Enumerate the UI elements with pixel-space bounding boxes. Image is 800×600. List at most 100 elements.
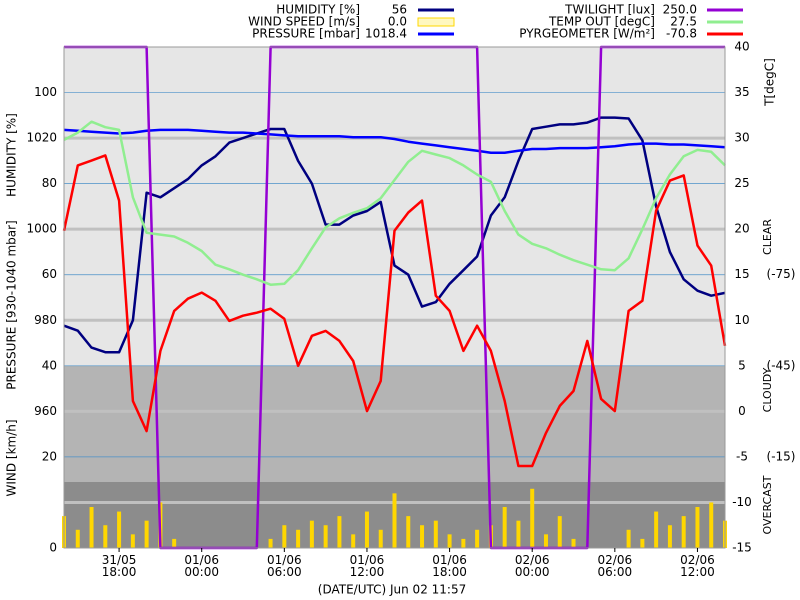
legend-value: -70.8 — [666, 27, 697, 41]
y-tick-label: 60 — [42, 267, 57, 281]
x-tick-label: 01/06 00:00 — [184, 553, 219, 579]
y2-tick-label: 30 — [734, 131, 749, 145]
wind-bar — [667, 525, 672, 548]
y2-tick-label: 20 — [734, 222, 749, 236]
y2-tick-label: 10 — [734, 313, 749, 327]
wind-bar — [695, 507, 700, 548]
wind-bar — [337, 516, 342, 548]
wind-bar — [626, 529, 631, 548]
legend-swatch — [417, 17, 455, 27]
series-line — [63, 128, 726, 154]
wind-bar — [296, 529, 301, 548]
wind-bar — [364, 511, 369, 548]
wind-bar — [309, 520, 314, 548]
y2-tick-label: 5 — [738, 358, 746, 372]
sky-zone-label: OVERCAST — [761, 475, 774, 534]
wind-bar — [461, 538, 466, 548]
x-tick-label: 02/06 00:00 — [515, 553, 550, 579]
y2-axis-label: T[degC] — [763, 58, 777, 107]
x-tick-label: 01/06 12:00 — [350, 553, 385, 579]
y2-tick-label: 25 — [734, 176, 749, 190]
pyrgeometer-tick-label: (-75) — [767, 267, 796, 281]
wind-bar — [75, 529, 80, 548]
y-axis-label: WIND [km/h] — [5, 419, 19, 496]
y2-tick-label: 40 — [734, 40, 749, 54]
wind-bar — [323, 525, 328, 548]
y-tick-label: 980 — [34, 313, 57, 327]
y-tick-label: 1020 — [26, 131, 57, 145]
y-axis-label: PRESSURE [930-1040 mbar] — [5, 220, 19, 389]
legend-label: TWILIGHT [lux] — [564, 3, 655, 17]
y-tick-label: 960 — [34, 404, 57, 418]
legend-value: 27.5 — [670, 15, 697, 29]
y-axis-label: HUMIDITY [%] — [5, 113, 19, 197]
y-tick-label: 1000 — [26, 222, 57, 236]
pyrgeometer-tick-label: (-15) — [767, 449, 796, 463]
y-tick-label: 40 — [42, 358, 57, 372]
clear-band — [64, 47, 725, 366]
x-tick-label: 02/06 06:00 — [598, 553, 633, 579]
x-tick-label: 02/06 12:00 — [680, 553, 715, 579]
legend-value: 56 — [392, 3, 407, 17]
series-line — [62, 154, 727, 468]
wind-bar — [268, 538, 273, 548]
sky-zone-label: CLOUDY — [761, 367, 774, 412]
wind-bar — [406, 516, 411, 548]
wind-bar — [654, 511, 659, 548]
legend-value: 1018.4 — [365, 27, 407, 41]
wind-bar — [681, 516, 686, 548]
wind-bar — [172, 538, 177, 548]
y2-tick-label: 15 — [734, 267, 749, 281]
wind-bar — [502, 507, 507, 548]
x-tick-label: 01/06 06:00 — [267, 553, 302, 579]
sky-zone-label: CLEAR — [761, 219, 774, 255]
y2-tick-label: -10 — [732, 495, 752, 509]
wind-bar — [571, 538, 576, 548]
wind-bar — [543, 534, 548, 548]
y2-tick-label: -15 — [732, 541, 752, 555]
wind-bar — [117, 511, 122, 548]
cloudy-band — [64, 366, 725, 482]
y2-tick-label: 0 — [738, 404, 746, 418]
legend-label: TEMP OUT [degC] — [548, 15, 655, 29]
wind-bar — [282, 525, 287, 548]
wind-bar — [433, 520, 438, 548]
wind-bar — [640, 538, 645, 548]
legend-value: 0.0 — [388, 15, 407, 29]
y2-tick-label: 35 — [734, 85, 749, 99]
wind-bar — [475, 529, 480, 548]
y2-tick-label: -5 — [736, 449, 748, 463]
wind-bar — [89, 507, 94, 548]
grid — [64, 92, 725, 504]
wind-bar — [103, 525, 108, 548]
y-tick-label: 20 — [42, 449, 57, 463]
legend-label: WIND SPEED [m/s] — [248, 15, 360, 29]
wind-bar — [516, 520, 521, 548]
wind-bar — [351, 534, 356, 548]
y-tick-label: 80 — [42, 176, 57, 190]
series-line — [63, 120, 726, 286]
wind-bar — [420, 525, 425, 548]
x-tick-label: 01/06 18:00 — [432, 553, 467, 579]
y-tick-label: 100 — [34, 85, 57, 99]
x-axis-label: (DATE/UTC) Jun 02 11:57 — [318, 583, 466, 597]
legend-label: PYRGEOMETER [W/m²] — [519, 27, 655, 41]
wind-bar — [378, 529, 383, 548]
wind-bar — [144, 520, 149, 548]
wind-bar — [557, 516, 562, 548]
legend-label: PRESSURE [mbar] — [252, 27, 360, 41]
wind-bar — [447, 534, 452, 548]
legend: HUMIDITY [%] 56 WIND SPEED [m/s] 0.0 PRESSUR… — [248, 3, 743, 41]
pyrgeometer-tick-label: (-45) — [767, 358, 796, 372]
plot-border — [63, 46, 726, 549]
series-line — [63, 116, 726, 354]
legend-label: HUMIDITY [%] — [276, 3, 360, 17]
x-tick-label: 31/05 18:00 — [102, 553, 137, 579]
y-tick-label: 0 — [49, 541, 57, 555]
wind-bar — [130, 534, 135, 548]
wind-bar — [530, 488, 535, 548]
wind-bar — [709, 502, 714, 548]
legend-value: 250.0 — [663, 3, 697, 17]
